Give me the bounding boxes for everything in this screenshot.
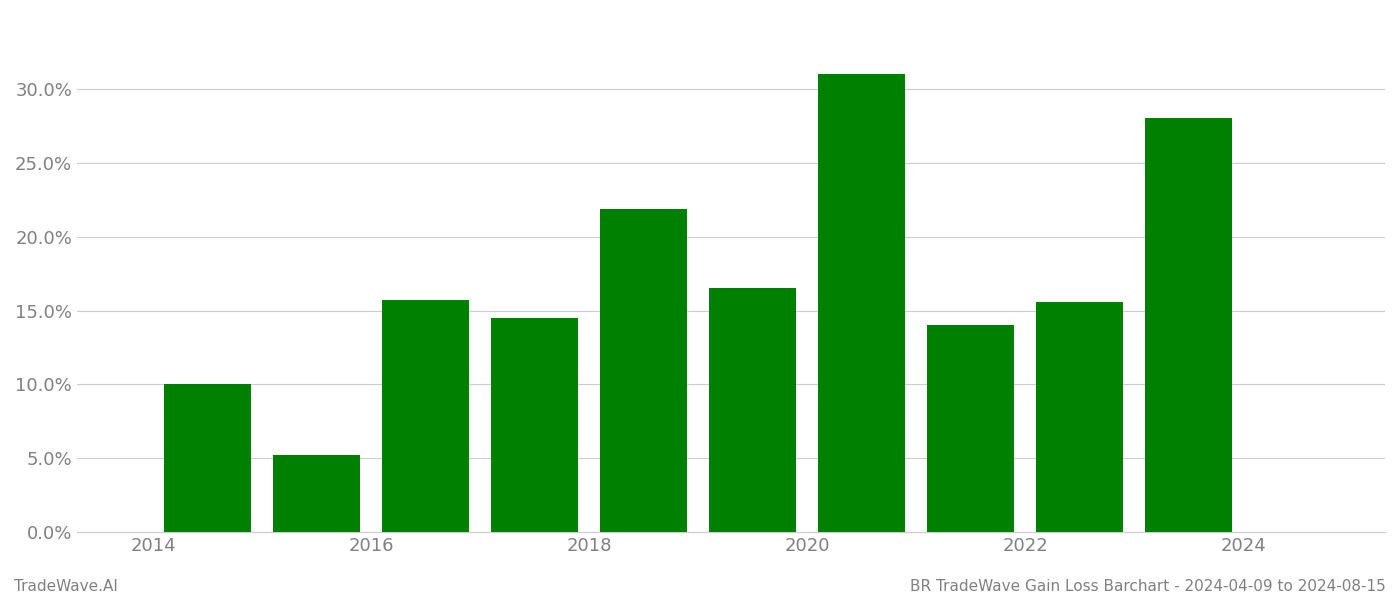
Bar [382, 300, 469, 532]
Bar [164, 385, 252, 532]
Bar [818, 74, 906, 532]
Text: TradeWave.AI: TradeWave.AI [14, 579, 118, 594]
Bar [927, 325, 1015, 532]
Text: BR TradeWave Gain Loss Barchart - 2024-04-09 to 2024-08-15: BR TradeWave Gain Loss Barchart - 2024-0… [910, 579, 1386, 594]
Bar [273, 455, 360, 532]
Bar [491, 318, 578, 532]
Bar [1145, 118, 1232, 532]
Bar [710, 289, 797, 532]
Bar [601, 209, 687, 532]
Bar [1036, 302, 1123, 532]
